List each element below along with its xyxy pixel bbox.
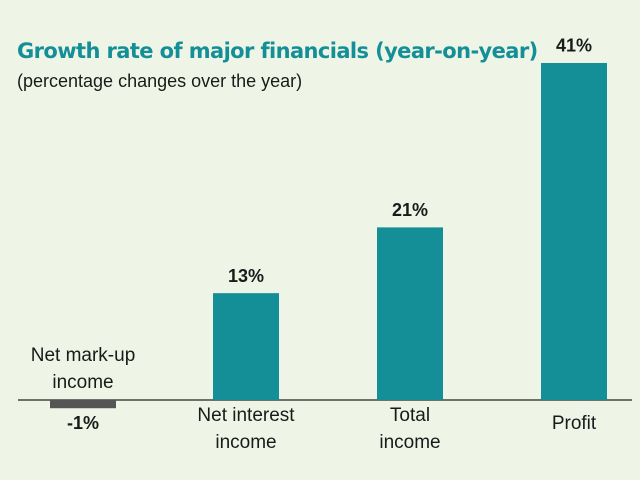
bar — [213, 293, 279, 400]
bar — [50, 400, 116, 409]
value-label: 13% — [228, 266, 264, 286]
chart-title: Growth rate of major financials (year-on… — [17, 39, 538, 63]
bar — [541, 62, 607, 400]
chart-subtitle: (percentage changes over the year) — [17, 71, 302, 91]
value-label: -1% — [67, 413, 99, 433]
category-label: Profit — [552, 413, 597, 434]
value-label: 21% — [392, 200, 428, 220]
category-label: Net mark-up income — [31, 345, 136, 393]
category-label: Net interest income — [197, 405, 295, 453]
bar — [377, 227, 443, 400]
value-label: 41% — [556, 36, 592, 56]
category-label: Total income — [379, 405, 440, 453]
